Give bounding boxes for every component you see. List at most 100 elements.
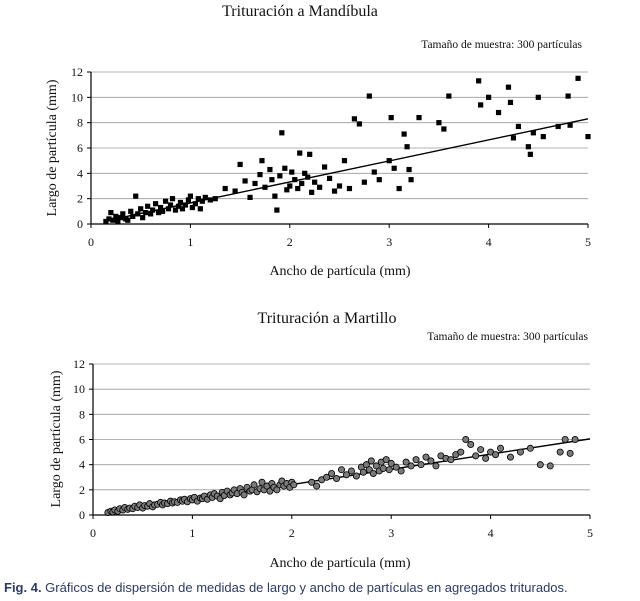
data-point	[427, 457, 435, 465]
data-point	[467, 441, 475, 449]
data-point	[297, 150, 303, 156]
data-point	[326, 175, 333, 181]
data-point	[267, 166, 273, 173]
data-point	[407, 462, 415, 470]
data-point	[289, 169, 295, 175]
data-point	[397, 467, 405, 475]
data-point	[585, 134, 591, 140]
data-point	[287, 183, 293, 189]
data-point	[182, 202, 189, 208]
data-point	[376, 177, 382, 183]
data-point	[148, 211, 154, 217]
data-point	[172, 207, 179, 213]
data-point	[506, 453, 514, 461]
data-point	[369, 469, 377, 477]
data-point	[495, 109, 502, 116]
data-point	[391, 165, 397, 171]
data-point	[462, 435, 470, 443]
data-point	[177, 199, 184, 206]
data-point	[417, 461, 425, 469]
data-point	[277, 173, 283, 179]
data-point	[352, 472, 360, 480]
data-point	[192, 201, 198, 207]
y-tick-label: 10	[73, 382, 85, 396]
data-point	[222, 185, 228, 192]
data-point	[356, 121, 362, 127]
data-point	[189, 204, 195, 211]
data-point	[388, 115, 394, 121]
y-tick-label: 4	[77, 166, 83, 180]
data-point	[150, 207, 156, 213]
sample-size-note: Tamaño de muestra: 300 partículas	[421, 39, 582, 51]
data-point	[416, 115, 422, 121]
x-tick-label: 2	[287, 235, 293, 249]
data-point	[392, 463, 400, 471]
data-point	[516, 448, 524, 456]
data-point	[366, 93, 372, 99]
data-point	[567, 122, 573, 128]
y-tick-label: 8	[79, 407, 85, 421]
data-point	[187, 193, 193, 199]
data-point	[272, 193, 278, 199]
data-point	[361, 179, 367, 185]
data-point	[555, 123, 561, 130]
data-point	[305, 174, 311, 180]
data-point	[371, 169, 377, 175]
data-point	[342, 471, 350, 479]
chart-title: Trituración a Martillo	[258, 310, 397, 327]
data-point	[379, 464, 387, 472]
data-point	[472, 452, 480, 460]
data-point	[273, 486, 281, 494]
y-tick-label: 0	[77, 217, 83, 231]
data-point	[321, 164, 328, 170]
data-point	[478, 102, 484, 108]
data-point	[359, 468, 367, 476]
data-point	[143, 210, 149, 216]
data-point	[302, 170, 308, 176]
data-point	[212, 196, 218, 202]
data-point	[269, 177, 275, 183]
data-point	[387, 459, 395, 467]
data-point	[274, 207, 280, 213]
data-point	[252, 180, 258, 187]
data-point	[242, 178, 248, 184]
data-point	[401, 131, 407, 137]
y-tick-labels: 0 2 4 6 8 10 12	[73, 357, 93, 522]
data-point	[202, 194, 208, 200]
data-point	[197, 206, 203, 212]
data-point	[284, 187, 290, 193]
data-point	[556, 448, 564, 456]
y-tick-label: 2	[77, 192, 83, 206]
data-point	[457, 448, 465, 456]
x-tick-label: 3	[386, 235, 392, 249]
x-axis-label: Ancho de partícula (mm)	[269, 264, 410, 279]
data-point	[530, 130, 536, 136]
data-point	[175, 203, 182, 209]
x-tick-label: 0	[90, 526, 96, 540]
data-point	[317, 184, 323, 190]
data-point	[179, 206, 186, 212]
data-point	[441, 126, 447, 132]
data-point	[561, 435, 569, 443]
data-point	[505, 84, 512, 90]
data-point	[510, 135, 517, 141]
data-point	[486, 94, 492, 100]
x-tick-label: 4	[486, 235, 492, 249]
y-axis-label: Largo de partícula (mm)	[49, 370, 64, 507]
data-point	[396, 185, 402, 192]
data-point	[406, 166, 412, 173]
x-tick-labels: 0 1 2 3 4 5	[88, 224, 591, 249]
data-point	[367, 457, 375, 465]
data-point	[292, 177, 298, 183]
data-point	[446, 93, 452, 99]
data-point	[247, 194, 253, 200]
data-point	[404, 144, 410, 150]
data-point	[167, 202, 174, 208]
data-point	[110, 217, 116, 223]
data-point	[128, 208, 134, 214]
data-point	[575, 75, 581, 81]
y-tick-label: 4	[79, 458, 85, 472]
data-point	[165, 206, 172, 212]
y-tick-label: 8	[77, 116, 83, 130]
